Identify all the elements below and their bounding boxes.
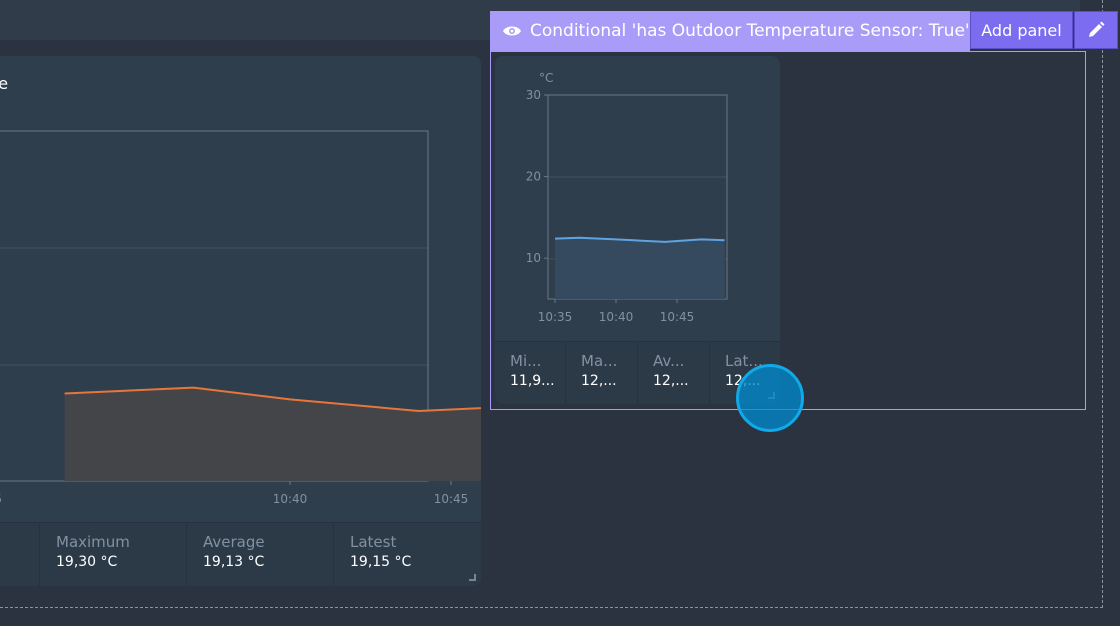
touch-cursor — [736, 364, 804, 432]
stats-row: Maximum 19,30 °C Average 19,13 °C Latest 19… — [0, 522, 481, 586]
x-tick-label: 10:35 — [538, 310, 573, 324]
stat-label: Ma... — [581, 352, 618, 370]
pencil-icon — [1089, 21, 1105, 37]
stat-value: 19,15 °C — [350, 554, 412, 570]
y-tick-label: 20 — [526, 170, 541, 184]
series-area — [555, 237, 725, 299]
series-area — [64, 387, 481, 481]
stat-max: Ma... 12,... — [566, 342, 638, 404]
stat-label: Lat... — [725, 352, 763, 370]
conditional-header: Conditional 'has Outdoor Temperature Sen… — [490, 11, 970, 51]
y-tick-label: 30 — [526, 88, 541, 102]
add-panel-button[interactable]: Add panel — [970, 11, 1073, 49]
edit-button[interactable] — [1074, 11, 1118, 49]
stat-average: Av... 12,... — [638, 342, 710, 404]
grid-guide — [0, 607, 1103, 608]
stat-value: 11,9... — [510, 373, 555, 389]
stat-min: Mi... 11,9... — [495, 342, 566, 404]
x-tick-label: 10:40 — [273, 492, 308, 506]
eye-icon — [503, 26, 521, 36]
outdoor-temperature-chart: °C 10:35 10:40 10:45 10 20 30 — [526, 71, 728, 324]
stat-value: 19,13 °C — [203, 554, 265, 570]
y-tick-label: 10 — [526, 251, 541, 265]
unit-label: °C — [539, 71, 553, 85]
card-title: re — [0, 74, 9, 93]
stat-value: 19,30 °C — [56, 554, 118, 570]
conditional-title: Conditional 'has Outdoor Temperature Sen… — [530, 21, 970, 41]
stat-label: Maximum — [56, 533, 130, 551]
stat-label: Average — [203, 533, 265, 551]
series-line — [554, 236, 725, 243]
grid-guide — [1102, 0, 1103, 608]
stat-label: Mi... — [510, 352, 542, 370]
stat-value: 12,... — [581, 373, 617, 389]
stat-label: Av... — [653, 352, 685, 370]
x-tick-label: 10:40 — [599, 310, 634, 324]
x-tick-label: 35 — [0, 492, 2, 506]
outdoor-temperature-card[interactable]: °C 10:35 10:40 10:45 10 20 30 Mi... 11,9... Ma… — [495, 56, 780, 404]
stat-cell-hidden — [0, 523, 40, 586]
x-tick-label: 10:45 — [660, 310, 695, 324]
x-tick-label: 10:45 — [434, 492, 469, 506]
stat-value: 12,... — [653, 373, 689, 389]
temperature-card[interactable]: re 10:40 10:45 35 Maximum 19,30 °C Average 1… — [0, 56, 481, 586]
stat-maximum: Maximum 19,30 °C — [40, 523, 187, 586]
series-line — [64, 386, 481, 413]
stat-average: Average 19,13 °C — [187, 523, 334, 586]
resize-handle[interactable] — [469, 574, 476, 581]
stat-latest: Latest 19,15 °C — [334, 523, 481, 586]
temperature-chart: 10:40 10:45 35 — [0, 130, 481, 506]
stat-label: Latest — [350, 533, 397, 551]
